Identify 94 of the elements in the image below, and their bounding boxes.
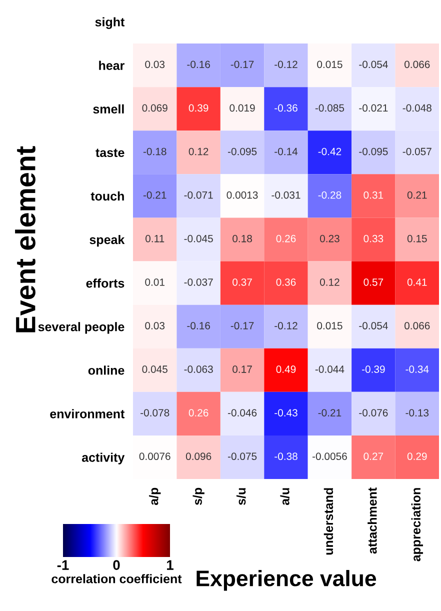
data-label: -0.063: [184, 366, 213, 373]
data-label: -0.0056: [312, 452, 347, 460]
data-label: 0.045: [142, 366, 168, 373]
data-label: 0.15: [407, 234, 427, 242]
data-label: 0.015: [317, 60, 342, 68]
y-tick-label: hear: [99, 60, 124, 70]
data-label: -0.046: [228, 409, 257, 416]
data-label: -0.048: [402, 104, 432, 112]
data-label: 0.01: [145, 278, 164, 286]
data-label: -0.057: [402, 148, 432, 156]
y-tick-label: online: [88, 366, 124, 375]
data-label: 0.26: [188, 409, 208, 416]
y-axis-title: Event element: [15, 146, 36, 332]
data-label: -0.054: [359, 322, 388, 330]
data-label: -0.13: [406, 409, 429, 416]
data-label: 0.33: [364, 234, 384, 242]
data-label: 0.0076: [139, 452, 170, 460]
x-tick-label: a/u: [280, 488, 290, 506]
data-label: 0.069: [142, 104, 168, 112]
data-label: 0.29: [407, 452, 427, 460]
data-label: 0.0013: [226, 191, 258, 199]
data-label: -0.38: [274, 452, 298, 460]
data-label: -0.39: [362, 366, 385, 373]
data-label: -0.17: [230, 60, 254, 68]
data-label: -0.095: [228, 148, 257, 156]
data-label: -0.085: [315, 104, 344, 112]
data-label: -0.34: [406, 366, 429, 373]
data-label: 0.18: [232, 234, 252, 242]
data-label: 0.21: [407, 191, 427, 199]
data-label: -0.14: [274, 148, 298, 156]
x-tick-label: a/p: [149, 488, 161, 506]
data-label: -0.071: [184, 191, 213, 199]
data-label: -0.075: [228, 452, 257, 460]
data-label: -0.21: [318, 409, 342, 416]
x-tick-label: appreciation: [411, 488, 423, 562]
x-axis-title: Experience value: [196, 570, 376, 591]
y-tick-label: speak: [90, 234, 125, 247]
y-tick-label: touch: [90, 191, 124, 201]
data-label: 0.03: [145, 60, 165, 68]
data-label: -0.12: [274, 60, 298, 68]
data-label: -0.16: [187, 322, 210, 330]
y-tick-label: environment: [50, 409, 125, 418]
data-label: -0.28: [318, 191, 342, 199]
data-label: -0.21: [143, 191, 166, 199]
data-label: 0.17: [232, 366, 252, 373]
data-label: -0.18: [143, 148, 166, 156]
y-tick-label: smell: [93, 104, 124, 114]
y-tick-label: sight: [95, 17, 125, 29]
x-tick-label: attachment: [368, 487, 377, 554]
data-label: -0.43: [274, 409, 298, 416]
data-label: 0.41: [407, 278, 427, 286]
data-label: 0.066: [404, 60, 430, 68]
data-label: 0.066: [404, 322, 430, 330]
color-bar-label: -1: [57, 560, 69, 570]
data-label: -0.037: [184, 278, 213, 286]
data-label: 0.27: [364, 452, 384, 460]
data-label: 0.12: [320, 278, 340, 286]
y-tick-label: taste: [96, 148, 124, 158]
data-label: 0.23: [320, 234, 340, 242]
data-label: -0.42: [318, 148, 342, 156]
data-label: -0.12: [274, 322, 298, 330]
data-label: -0.078: [140, 409, 170, 416]
data-label: 0.49: [276, 366, 296, 373]
data-label: 0.11: [146, 234, 164, 242]
data-label: -0.095: [359, 148, 388, 156]
data-label: 0.096: [186, 452, 212, 460]
data-label: -0.17: [230, 322, 254, 330]
data-label: 0.019: [230, 104, 255, 112]
data-label: -0.054: [359, 60, 388, 68]
data-label: 0.31: [364, 191, 384, 199]
y-tick-label: activity: [82, 452, 125, 464]
data-label: -0.36: [274, 104, 298, 112]
data-label: -0.021: [359, 104, 388, 112]
data-label: 0.57: [364, 278, 384, 286]
color-bar-label: 0: [113, 560, 120, 570]
x-tick-label: understand: [324, 488, 334, 555]
data-label: 0.015: [317, 322, 342, 330]
color-bar-label: 1: [167, 560, 174, 570]
y-tick-label: several people: [38, 322, 124, 334]
data-label: -0.044: [315, 366, 344, 373]
data-label: 0.37: [232, 278, 252, 286]
data-label: -0.076: [359, 409, 388, 416]
data-label: 0.36: [276, 278, 296, 286]
data-label: 0.26: [276, 234, 296, 242]
data-label: 0.03: [145, 322, 165, 330]
color-bar-title: correlation coefficient: [52, 574, 182, 584]
y-tick-label: efforts: [86, 278, 124, 288]
data-label: -0.16: [187, 60, 210, 68]
x-tick-label: s/u: [236, 488, 246, 505]
data-label: 0.39: [188, 104, 208, 112]
data-label: 0.12: [188, 148, 208, 156]
x-tick-label: s/p: [192, 488, 204, 505]
data-label: -0.031: [272, 191, 300, 199]
data-label: -0.045: [184, 234, 213, 242]
